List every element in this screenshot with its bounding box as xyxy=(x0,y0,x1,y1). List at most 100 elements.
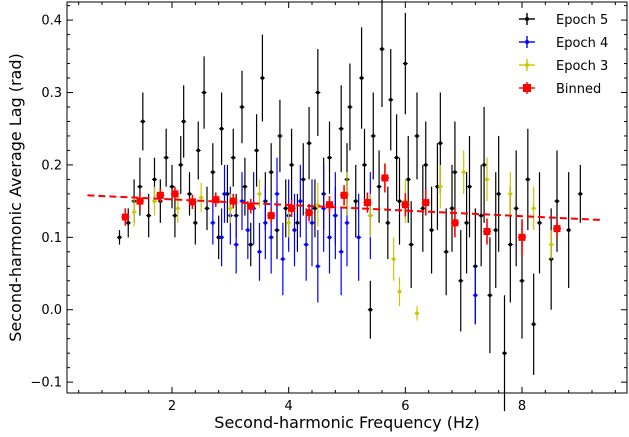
data-point xyxy=(245,201,251,260)
data-marker xyxy=(327,235,332,240)
data-marker xyxy=(368,307,373,312)
data-marker xyxy=(196,148,201,153)
data-point xyxy=(437,164,443,209)
data-point xyxy=(201,56,207,129)
data-marker xyxy=(380,47,384,51)
data-marker xyxy=(212,196,220,204)
data-marker xyxy=(305,209,313,217)
data-marker xyxy=(121,213,129,221)
data-marker xyxy=(566,228,571,232)
data-marker xyxy=(473,293,478,298)
data-point xyxy=(170,186,179,202)
data-point xyxy=(283,179,289,238)
data-point xyxy=(458,230,464,332)
data-marker xyxy=(394,155,399,160)
data-point xyxy=(125,208,131,238)
data-point xyxy=(461,150,467,194)
data-marker xyxy=(485,177,489,182)
data-marker xyxy=(301,177,306,182)
data-marker xyxy=(423,163,428,167)
data-point xyxy=(219,208,225,267)
legend-label: Binned xyxy=(556,82,601,97)
data-point xyxy=(525,128,531,231)
y-tick-label: 0.0 xyxy=(41,303,62,318)
data-marker xyxy=(289,163,294,167)
data-point xyxy=(414,306,420,321)
data-point xyxy=(484,157,490,202)
data-point xyxy=(496,135,502,252)
data-marker xyxy=(451,219,459,227)
data-marker xyxy=(141,119,145,124)
data-marker xyxy=(531,206,536,211)
data-marker xyxy=(136,197,144,205)
data-point xyxy=(443,208,449,296)
data-marker xyxy=(260,76,265,80)
data-point xyxy=(248,222,254,267)
data-point xyxy=(518,219,526,256)
data-marker xyxy=(288,204,296,212)
data-marker xyxy=(415,311,419,316)
data-point xyxy=(156,188,165,203)
data-marker xyxy=(458,278,463,283)
data-marker xyxy=(397,289,402,294)
data-marker xyxy=(138,184,142,189)
data-marker xyxy=(211,170,215,174)
data-marker xyxy=(234,242,238,247)
data-point xyxy=(198,183,204,212)
data-marker xyxy=(152,177,157,182)
data-marker xyxy=(453,170,457,174)
x-tick-label: 4 xyxy=(285,399,293,414)
data-point xyxy=(421,189,430,216)
data-marker xyxy=(406,177,411,182)
data-point xyxy=(135,192,144,210)
data-marker xyxy=(359,76,364,80)
data-marker xyxy=(381,174,389,182)
data-marker xyxy=(216,235,221,240)
data-marker xyxy=(173,213,177,218)
data-marker xyxy=(339,126,343,131)
data-marker xyxy=(391,257,396,261)
data-point xyxy=(385,186,391,260)
data-marker xyxy=(263,221,268,225)
data-marker xyxy=(461,170,466,174)
data-point xyxy=(353,164,359,238)
data-point xyxy=(449,164,455,252)
data-point xyxy=(131,197,137,227)
data-marker xyxy=(340,191,348,199)
y-tick-label: −0.1 xyxy=(30,376,62,391)
data-point xyxy=(420,164,426,252)
data-point xyxy=(577,164,583,223)
data-point xyxy=(537,172,542,274)
data-marker xyxy=(421,206,425,211)
legend-item: Epoch 3 xyxy=(519,59,608,74)
data-marker xyxy=(353,199,358,203)
data-point xyxy=(531,186,537,231)
data-point xyxy=(429,186,435,274)
data-marker xyxy=(362,163,367,167)
data-marker xyxy=(257,192,262,196)
data-point xyxy=(117,230,122,245)
data-marker xyxy=(181,119,186,124)
data-marker xyxy=(205,206,209,211)
data-point xyxy=(163,128,169,187)
data-point xyxy=(140,92,146,151)
data-marker xyxy=(164,155,168,160)
data-marker xyxy=(438,141,443,145)
data-point xyxy=(175,193,181,223)
data-point xyxy=(210,143,216,202)
data-marker xyxy=(549,257,553,261)
data-point xyxy=(325,196,334,214)
data-point xyxy=(192,201,198,245)
data-point xyxy=(312,179,318,238)
data-marker xyxy=(278,134,282,138)
data-marker xyxy=(482,163,486,167)
data-marker xyxy=(368,213,373,218)
data-point xyxy=(169,164,175,209)
data-marker xyxy=(254,148,259,153)
data-marker xyxy=(243,184,247,189)
data-point xyxy=(397,157,402,245)
data-point xyxy=(257,222,262,281)
data-marker xyxy=(310,221,314,225)
data-marker xyxy=(464,221,469,225)
